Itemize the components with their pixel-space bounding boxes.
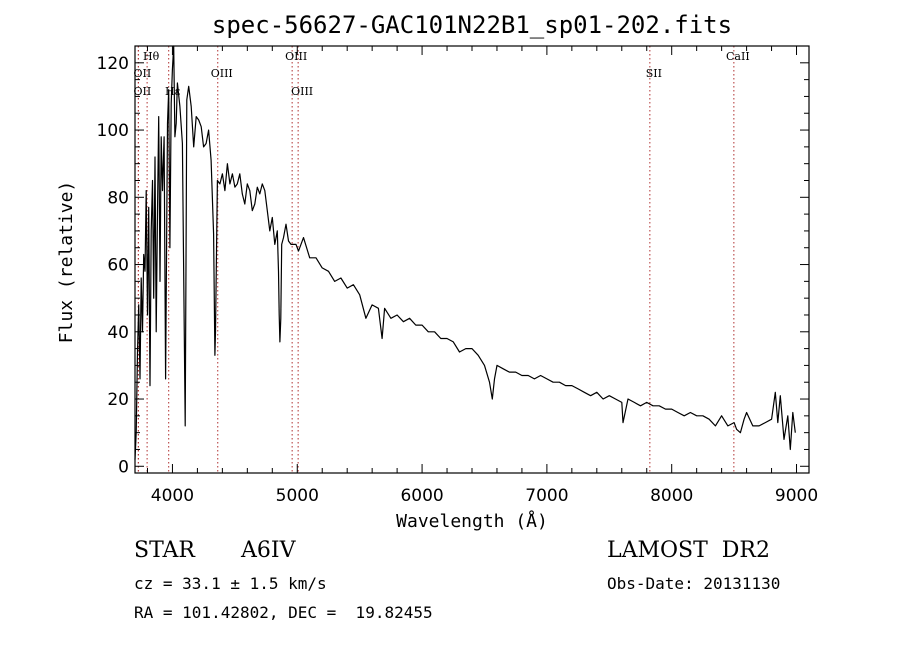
line-marker-label-5: OIII: [285, 50, 307, 63]
x-tick-label-9000: 9000: [775, 486, 818, 506]
spectrum-series-line: [134, 45, 796, 460]
x-tick-label-7000: 7000: [525, 486, 568, 506]
y-tick-label-60: 60: [107, 256, 129, 276]
x-tick-label-4000: 4000: [151, 486, 194, 506]
redshift-text: cz = 33.1 ± 1.5 km/s: [134, 574, 327, 593]
line-marker-label-7: SII: [646, 67, 662, 80]
y-axis-label: Flux (relative): [56, 181, 77, 344]
axis-ticks: [135, 46, 809, 473]
chart-title: spec-56627-GAC101N22B1_sp01-202.fits: [212, 11, 732, 39]
y-tick-label-40: 40: [107, 323, 129, 343]
obs-date: Obs-Date: 20131130: [607, 574, 781, 593]
line-marker-label-6: OIII: [291, 85, 313, 98]
y-tick-label-0: 0: [118, 457, 129, 477]
y-tick-label-20: 20: [107, 390, 129, 410]
x-tick-label-8000: 8000: [650, 486, 693, 506]
y-tick-label-100: 100: [97, 121, 129, 141]
line-marker-label-0: Hθ: [143, 50, 160, 63]
line-marker-label-8: CaII: [726, 50, 750, 63]
line-marker-label-2: OII: [134, 85, 152, 98]
x-tick-label-6000: 6000: [400, 486, 443, 506]
axis-tick-labels: 4000 5000 6000 7000 8000 9000 0 20 40 60 80 100 120: [97, 54, 819, 506]
y-tick-label-120: 120: [97, 54, 129, 74]
line-marker-label-1: OII: [134, 67, 152, 80]
object-class: STAR: [134, 538, 195, 563]
object-subclass: A6IV: [241, 538, 296, 563]
x-axis-label: Wavelength (Å): [396, 510, 548, 532]
coordinates: RA = 101.42802, DEC = 19.82455: [134, 603, 433, 622]
line-marker-label-4: OIII: [211, 67, 233, 80]
plot-frame: [134, 45, 810, 474]
x-tick-label-5000: 5000: [276, 486, 319, 506]
y-tick-label-80: 80: [107, 188, 129, 208]
survey-label: LAMOST DR2: [607, 538, 770, 563]
